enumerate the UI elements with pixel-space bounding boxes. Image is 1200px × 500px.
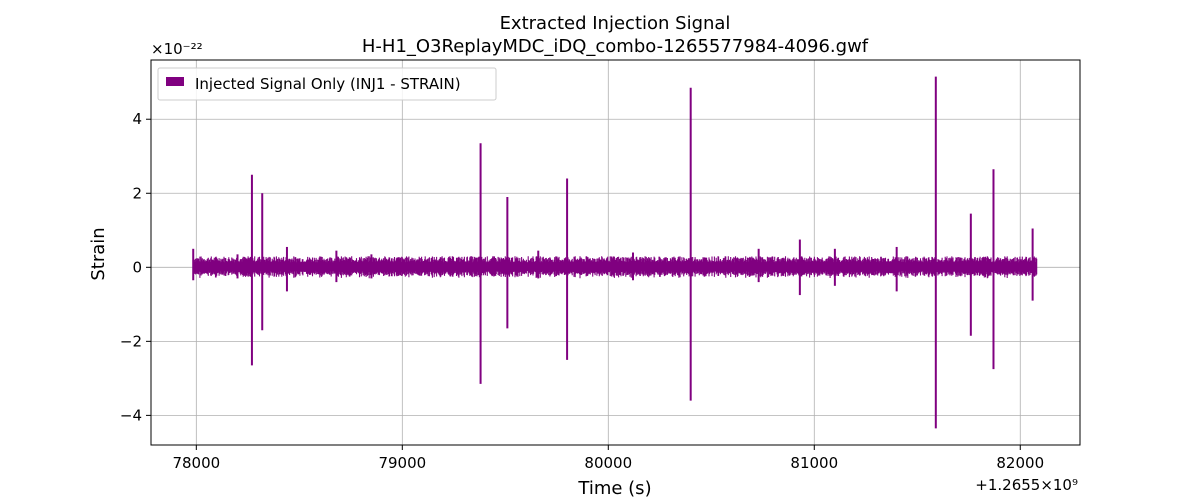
grid-lines <box>151 60 1080 445</box>
y-scale-label: ×10⁻²² <box>151 40 203 58</box>
y-tick-label: 2 <box>132 184 142 202</box>
plot-series <box>192 76 1038 429</box>
x-tick-label: 80000 <box>584 454 632 472</box>
y-tick-label: 4 <box>132 110 142 128</box>
x-axis-label: Time (s) <box>577 478 651 499</box>
x-tick-label: 81000 <box>790 454 838 472</box>
x-axis-ticks: 78000 79000 80000 81000 82000 <box>172 445 1044 472</box>
x-tick-label: 79000 <box>378 454 426 472</box>
legend-swatch <box>166 77 184 86</box>
axes-frame <box>150 59 1081 446</box>
y-tick-label: 0 <box>132 258 142 276</box>
x-tick-label: 82000 <box>996 454 1044 472</box>
y-axis-label: Strain <box>88 227 109 280</box>
legend: Injected Signal Only (INJ1 - STRAIN) <box>157 67 497 101</box>
chart-subtitle: H-H1_O3ReplayMDC_iDQ_combo-1265577984-40… <box>362 36 869 57</box>
y-tick-label: −4 <box>120 406 142 424</box>
x-tick-label: 78000 <box>172 454 220 472</box>
chart-title: Extracted Injection Signal <box>500 13 731 34</box>
signal-core-band <box>193 263 1037 272</box>
y-tick-label: −2 <box>120 332 142 350</box>
x-offset-label: +1.2655×10⁹ <box>975 476 1078 494</box>
legend-box <box>157 67 497 101</box>
y-axis-ticks: −4 −2 0 2 4 <box>120 110 151 424</box>
legend-label: Injected Signal Only (INJ1 - STRAIN) <box>195 75 461 93</box>
